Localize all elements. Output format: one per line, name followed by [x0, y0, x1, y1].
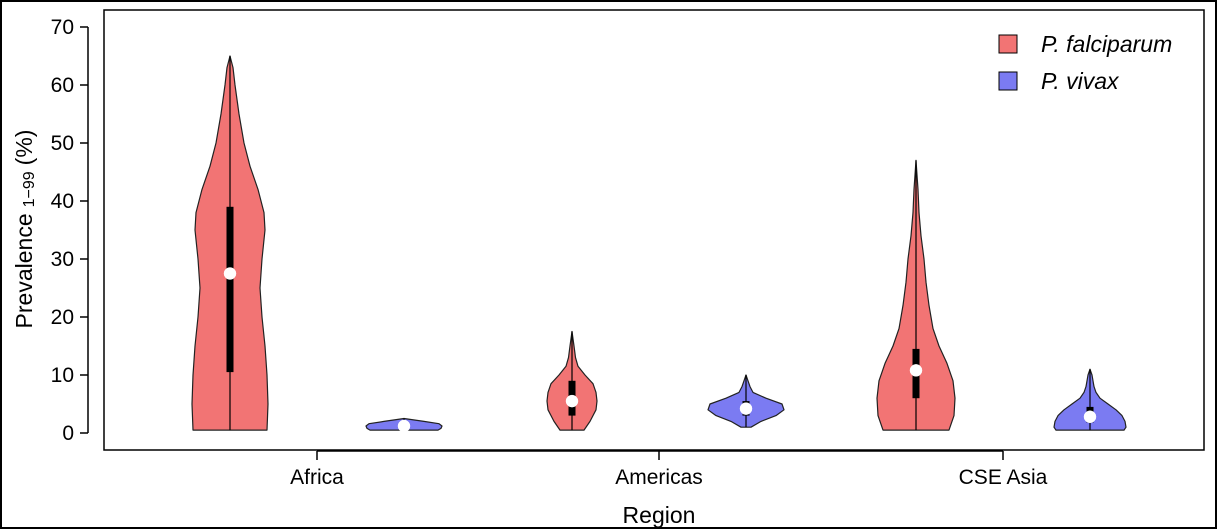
median-point-vivax-2: [1083, 410, 1097, 424]
y-axis: 0 10 20 30 40 50 60 70: [51, 16, 89, 445]
legend-label-falciparum: P. falciparum: [1041, 31, 1172, 57]
y-axis-title-unit: (%): [11, 130, 37, 166]
iqr-box-falciparum-0: [226, 206, 234, 373]
median-point-falciparum-2: [909, 364, 923, 377]
x-tick-label: Americas: [615, 466, 703, 489]
y-axis-title-subscript: 1−99: [21, 171, 38, 207]
plot-area-frame: [103, 9, 1205, 451]
y-tick-label: 10: [51, 364, 74, 387]
median-point-falciparum-1: [565, 394, 579, 408]
median-point-vivax-0: [397, 419, 411, 433]
x-tick-label: CSE Asia: [959, 466, 1048, 489]
y-axis-title-main: Prevalence: [11, 213, 37, 328]
y-axis-title: Prevalence 1−99 (%): [11, 130, 38, 329]
y-tick-label: 0: [62, 422, 74, 445]
y-tick-label: 60: [51, 74, 74, 97]
legend: P. falciparum P. vivax: [998, 31, 1172, 94]
x-tick-label: Africa: [290, 466, 344, 489]
legend-swatch-falciparum: [998, 34, 1018, 54]
y-tick-label: 70: [51, 16, 74, 39]
y-tick-label: 30: [51, 248, 74, 271]
median-point-vivax-1: [739, 402, 753, 415]
legend-label-vivax: P. vivax: [1041, 68, 1120, 94]
legend-swatch-vivax: [998, 71, 1018, 91]
y-tick-label: 20: [51, 306, 74, 329]
median-point-falciparum-0: [223, 267, 237, 280]
y-tick-label: 40: [51, 190, 74, 213]
violins: [191, 55, 1127, 433]
x-axis-title: Region: [623, 502, 696, 528]
x-axis: Africa Americas CSE Asia: [290, 450, 1048, 489]
y-tick-label: 50: [51, 132, 74, 155]
